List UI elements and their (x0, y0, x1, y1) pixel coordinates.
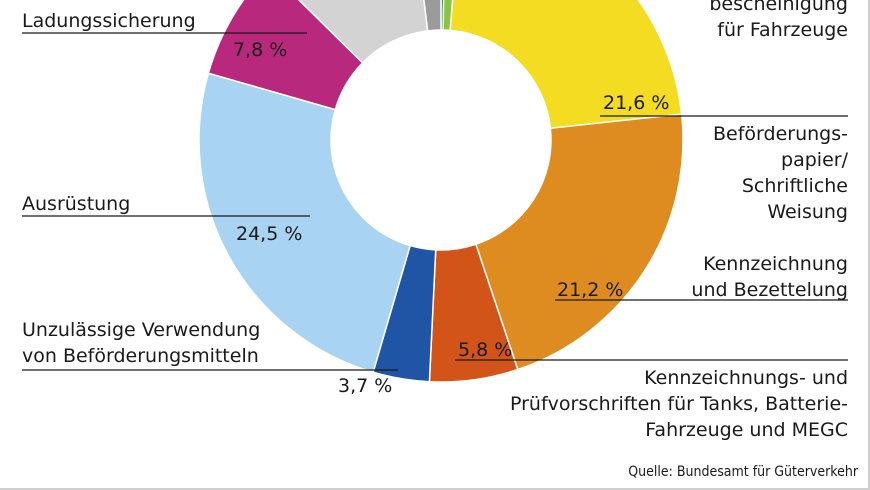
label-ausruestung: Ausrüstung (22, 193, 130, 215)
label-kv-line2: Prüfvorschriften für Tanks, Batterie- (510, 393, 848, 415)
value-unzulaessig: 3,7 % (338, 375, 392, 397)
label-ladungssicherung: Ladungssicherung (22, 10, 196, 32)
label-befoerderung-line2: papier/ (781, 149, 849, 171)
label-befoerderung-line4: Weisung (767, 201, 848, 223)
donut-slice-3 (474, 113, 684, 371)
leader-lines (22, 32, 848, 371)
donut-slice-9 (423, 0, 442, 32)
value-kennzeichnungsvorschriften: 5,8 % (458, 339, 512, 361)
label-kennzeichnung-line1: Kennzeichnung (703, 253, 848, 275)
label-bescheinigung-line1: bescheinigung (709, 0, 848, 15)
label-befoerderung-line3: Schriftliche (742, 175, 848, 197)
label-kennzeichnung-line2: und Bezettelung (691, 279, 848, 301)
donut-slice-6 (198, 72, 412, 374)
donut-slice-7 (207, 0, 364, 111)
donut-slices (198, 0, 684, 383)
donut-slice-8 (297, 0, 429, 64)
label-kv-line1: Kennzeichnungs- und (644, 367, 848, 389)
label-kv-line3: Fahrzeuge und MEGC (645, 419, 848, 441)
donut-slice-2 (449, 0, 683, 130)
value-fahrzeuge: 21,6 % (603, 92, 669, 114)
label-unzulaessig-line2: von Beförderungsmitteln (22, 345, 259, 367)
value-kennzeichnung: 21,2 % (557, 279, 623, 301)
label-unzulaessig-line1: Unzulässige Verwendung (22, 319, 260, 341)
source-note: Quelle: Bundesamt für Güterverkehr (628, 464, 859, 480)
value-ausruestung: 24,5 % (236, 223, 302, 245)
label-bescheinigung-line2: für Fahrzeuge (717, 19, 848, 41)
label-befoerderung-line1: Beförderungs- (713, 123, 848, 145)
value-ladungssicherung: 7,8 % (233, 39, 287, 61)
